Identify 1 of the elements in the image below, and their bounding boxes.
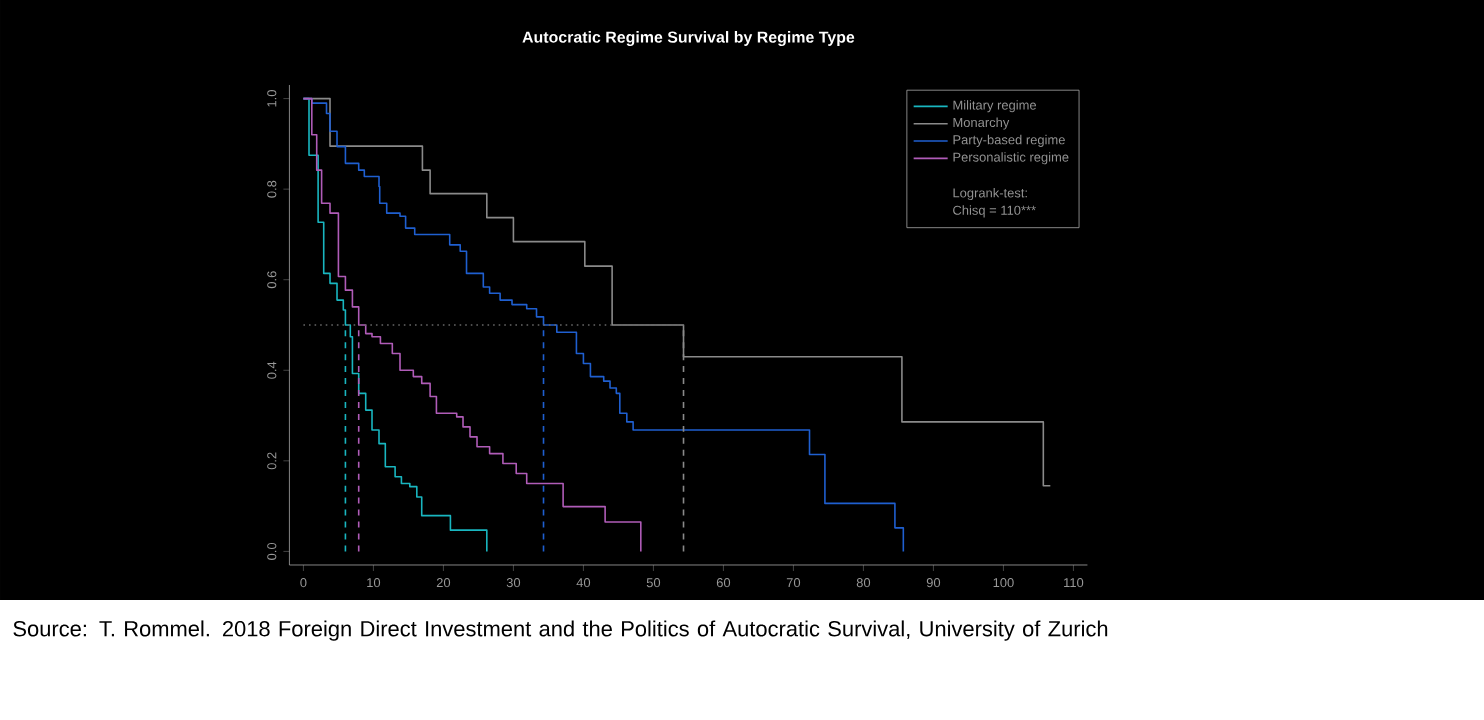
- source-note: Source: T. Rommel. 2018 Foreign Direct Investment and the Politics of Autocratic Survival, University of Zurich: [13, 620, 1108, 641]
